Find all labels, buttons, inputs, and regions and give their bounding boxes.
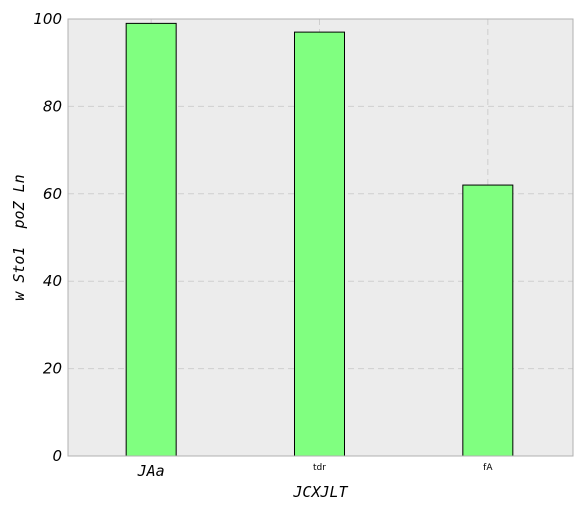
y-tick-label: 20 — [43, 360, 62, 378]
bar-tdr — [294, 31, 345, 457]
y-tick-label: 0 — [52, 447, 62, 465]
bar-JAa — [125, 22, 177, 457]
x-axis-label: JCXJLT — [292, 483, 348, 501]
bar-fA — [462, 184, 514, 457]
y-axis-label: w Sto1 poZ Ln — [10, 174, 28, 300]
y-tick-label: 60 — [43, 185, 62, 203]
plot-frame — [67, 18, 574, 457]
x-tick-label: JAa — [137, 462, 165, 480]
y-tick-label: 40 — [43, 272, 62, 290]
x-tick-label: fA — [483, 463, 493, 473]
bars — [125, 22, 514, 457]
x-ticks: JAa tdr fA — [137, 462, 494, 480]
y-ticks: 0 20 40 60 80 100 — [33, 10, 62, 465]
y-tick-label: 100 — [33, 10, 62, 28]
y-tick-label: 80 — [43, 97, 62, 115]
x-tick-label: tdr — [313, 463, 326, 473]
